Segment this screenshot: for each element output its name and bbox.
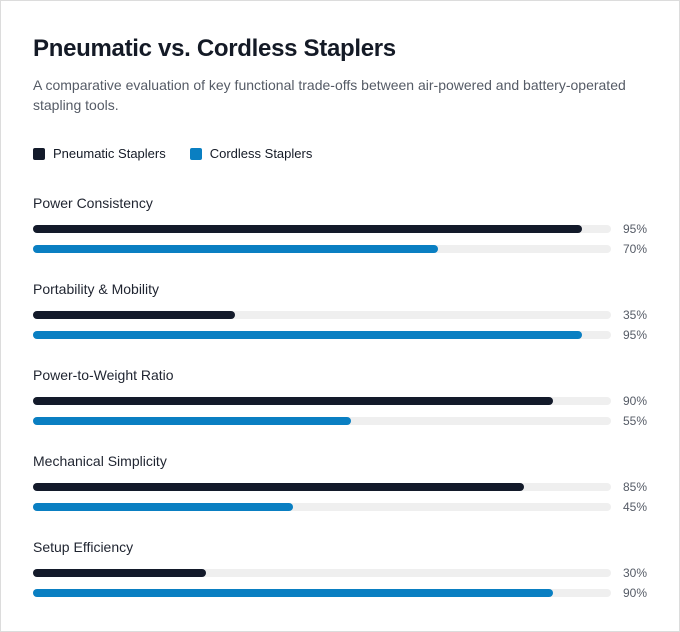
legend-item-pneumatic: Pneumatic Staplers	[33, 146, 166, 161]
legend-swatch-pneumatic	[33, 147, 45, 160]
bar-cordless	[33, 245, 438, 253]
bar-row-cordless: 55%	[33, 411, 653, 431]
value-label: 30%	[623, 566, 648, 580]
legend-swatch-cordless	[189, 147, 202, 160]
bar-group: Mechanical Simplicity 85% 45%	[33, 453, 653, 539]
bar-group: Setup Efficiency 30% 90%	[33, 539, 653, 625]
bar-cordless	[33, 331, 583, 339]
bar-row-cordless: 70%	[33, 239, 653, 259]
chart-subtitle: A comparative evaluation of key function…	[33, 77, 626, 113]
bar-group: Power Consistency 95% 70%	[33, 195, 653, 281]
bar-group: Power-to-Weight Ratio 90% 55%	[33, 367, 653, 453]
value-label: 90%	[623, 394, 648, 408]
category-label: Power-to-Weight Ratio	[33, 367, 174, 383]
bar-cordless	[33, 417, 351, 425]
bar-track	[33, 483, 611, 491]
bar-row-pneumatic: 30%	[33, 563, 653, 583]
bar-track	[33, 569, 611, 577]
bar-track	[33, 397, 611, 405]
bar-pneumatic	[33, 569, 207, 577]
category-label: Mechanical Simplicity	[33, 453, 167, 469]
bar-row-cordless: 45%	[33, 497, 653, 517]
value-label: 70%	[623, 242, 648, 256]
bar-track	[33, 245, 611, 253]
value-label: 95%	[623, 222, 648, 236]
bar-pneumatic	[33, 483, 525, 491]
legend-label-cordless: Cordless Staplers	[209, 146, 313, 161]
category-label: Setup Efficiency	[33, 539, 134, 555]
bar-group: Portability & Mobility 35% 95%	[33, 281, 653, 367]
bar-pneumatic	[33, 311, 236, 319]
bar-track	[33, 589, 611, 597]
bar-track	[33, 311, 611, 319]
bar-groups: Power Consistency 95% 70% Portability & Mob…	[33, 195, 653, 625]
value-label: 35%	[623, 308, 648, 322]
value-label: 85%	[623, 480, 648, 494]
chart-title: Pneumatic vs. Cordless Staplers	[33, 35, 396, 62]
bar-row-pneumatic: 35%	[33, 305, 653, 325]
chart-legend: Pneumatic Staplers Cordless Staplers	[33, 146, 312, 161]
category-label: Portability & Mobility	[33, 281, 160, 297]
value-label: 90%	[623, 586, 648, 600]
category-label: Power Consistency	[33, 195, 153, 211]
value-label: 55%	[623, 414, 648, 428]
legend-label-pneumatic: Pneumatic Staplers	[53, 146, 166, 161]
bar-cordless	[33, 503, 294, 511]
legend-item-cordless: Cordless Staplers	[189, 146, 313, 161]
bar-row-pneumatic: 90%	[33, 391, 653, 411]
bar-pneumatic	[33, 225, 583, 233]
value-label: 45%	[623, 500, 648, 514]
bar-track	[33, 331, 611, 339]
bar-row-cordless: 95%	[33, 325, 653, 345]
value-label: 95%	[623, 328, 648, 342]
bar-cordless	[33, 589, 554, 597]
bar-row-pneumatic: 95%	[33, 219, 653, 239]
bar-track	[33, 503, 611, 511]
bar-row-pneumatic: 85%	[33, 477, 653, 497]
bar-row-cordless: 90%	[33, 583, 653, 603]
bar-track	[33, 417, 611, 425]
bar-track	[33, 225, 611, 233]
bar-pneumatic	[33, 397, 554, 405]
